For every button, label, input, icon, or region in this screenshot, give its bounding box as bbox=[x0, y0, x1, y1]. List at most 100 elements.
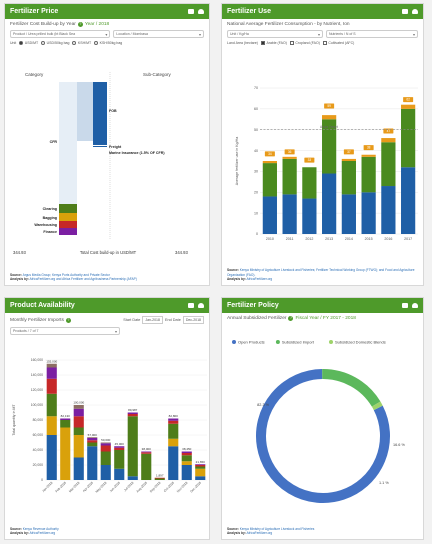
bar-segment-2[interactable] bbox=[114, 450, 125, 469]
bar-segment-1[interactable] bbox=[181, 461, 192, 465]
year-selector[interactable]: Year / 2018 bbox=[84, 22, 110, 27]
camera-icon[interactable] bbox=[402, 303, 408, 308]
land-area-checkbox-option-0[interactable]: Arable (FAO) bbox=[260, 41, 287, 45]
bar-segment-3[interactable] bbox=[181, 453, 192, 456]
bar-segment-1[interactable] bbox=[302, 167, 317, 199]
unit-dropdown[interactable]: Unit / Kg/Ha bbox=[227, 30, 323, 38]
nutrients-dropdown[interactable]: Nutrients / N of S bbox=[325, 30, 418, 38]
bar-segment-5[interactable] bbox=[100, 442, 111, 444]
bar-segment-0[interactable] bbox=[100, 465, 111, 480]
fiscal-year-selector[interactable]: Fiscal Year / FY 2017 - 2018 bbox=[295, 316, 356, 321]
download-icon[interactable] bbox=[412, 303, 418, 308]
bar-segment-0[interactable] bbox=[73, 457, 84, 481]
bar-segment-3[interactable] bbox=[100, 445, 111, 452]
camera-icon[interactable] bbox=[188, 303, 194, 308]
bar-segment-0[interactable] bbox=[341, 194, 356, 234]
donut-slice-0[interactable] bbox=[256, 369, 390, 503]
legend-label-1[interactable]: Subsidized Import bbox=[282, 339, 315, 344]
bar-segment-2[interactable] bbox=[141, 453, 152, 480]
bar-segment-1[interactable] bbox=[322, 119, 337, 174]
bar-segment-0[interactable] bbox=[282, 194, 297, 234]
legend-swatch-0[interactable] bbox=[232, 340, 236, 344]
download-icon[interactable] bbox=[198, 303, 204, 308]
bar-segment-2[interactable] bbox=[195, 466, 206, 469]
bar-segment-3[interactable] bbox=[381, 138, 396, 143]
bar-segment-1[interactable] bbox=[381, 142, 396, 187]
bar-segment-3[interactable] bbox=[361, 154, 376, 157]
bar-segment-3[interactable] bbox=[401, 104, 416, 109]
bar-segment-0[interactable] bbox=[262, 196, 277, 234]
bar-segment-1[interactable] bbox=[46, 416, 57, 435]
unit-radio-option-3[interactable]: KSH/50kg bag bbox=[94, 41, 122, 45]
bar-segment-0[interactable] bbox=[401, 167, 416, 234]
bar-segment-0[interactable] bbox=[181, 465, 192, 480]
bar-segment-3[interactable] bbox=[114, 447, 125, 450]
bar-segment-3[interactable] bbox=[195, 465, 206, 467]
bar-segment-2[interactable] bbox=[100, 451, 111, 466]
bar-segment-3[interactable] bbox=[46, 378, 57, 394]
bar-segment-4[interactable] bbox=[87, 438, 98, 441]
bar-segment-3[interactable] bbox=[73, 416, 84, 428]
bar-segment-1[interactable] bbox=[341, 161, 356, 195]
bar-segment-5[interactable] bbox=[73, 405, 84, 409]
bar-segment-3[interactable] bbox=[262, 161, 277, 164]
bar-segment-2[interactable] bbox=[60, 420, 71, 428]
bar-segment-0[interactable] bbox=[195, 476, 206, 480]
bar-segment-4[interactable] bbox=[100, 443, 111, 446]
bar-segment-0[interactable] bbox=[168, 446, 179, 480]
legend-label-0[interactable]: Open Products bbox=[238, 339, 265, 344]
bar-segment-2[interactable] bbox=[181, 455, 192, 462]
start-date-input[interactable]: Jan-2018 bbox=[142, 316, 163, 324]
bar-segment-0[interactable] bbox=[322, 173, 337, 234]
bar-segment-1[interactable] bbox=[60, 427, 71, 481]
bar-segment-0[interactable] bbox=[361, 192, 376, 234]
bar-segment-3[interactable] bbox=[127, 414, 138, 417]
legend-swatch-1[interactable] bbox=[275, 340, 280, 344]
bar-segment-4[interactable] bbox=[73, 408, 84, 417]
land-area-checkbox-option-1[interactable]: Cropland (FAO) bbox=[289, 41, 320, 45]
bar-segment-5[interactable] bbox=[46, 363, 57, 368]
bar-segment-1[interactable] bbox=[73, 435, 84, 458]
product-dropdown[interactable]: Product / Urea prilled bulk (bt Black Se… bbox=[10, 30, 111, 38]
bar-segment-3[interactable] bbox=[87, 440, 98, 443]
bar-segment-1[interactable] bbox=[401, 108, 416, 168]
land-area-checkbox-option-2[interactable]: Cultivated (AFC) bbox=[322, 41, 354, 45]
bar-segment-0[interactable] bbox=[302, 198, 317, 234]
location-dropdown[interactable]: Location / Mombasa bbox=[113, 30, 204, 38]
bar-segment-5[interactable] bbox=[87, 437, 98, 438]
camera-icon[interactable] bbox=[402, 9, 408, 14]
bar-segment-3[interactable] bbox=[322, 115, 337, 120]
bar-segment-2[interactable] bbox=[73, 427, 84, 436]
bar-segment-0[interactable] bbox=[114, 468, 125, 480]
bar-segment-1[interactable] bbox=[195, 468, 206, 477]
unit-radio-option-1[interactable]: USD/50kg bag bbox=[41, 41, 69, 45]
bar-segment-2[interactable] bbox=[168, 423, 179, 439]
bar-segment-2[interactable] bbox=[127, 416, 138, 477]
bar-segment-3[interactable] bbox=[341, 158, 356, 161]
bar-segment-0[interactable] bbox=[87, 446, 98, 480]
end-date-input[interactable]: Dec-2018 bbox=[182, 316, 204, 324]
bar-segment-4[interactable] bbox=[168, 418, 179, 421]
bar-segment-1[interactable] bbox=[168, 438, 179, 447]
bar-segment-3[interactable] bbox=[141, 452, 152, 454]
bar-segment-0[interactable] bbox=[381, 186, 396, 234]
bar-segment-2[interactable] bbox=[154, 478, 165, 481]
legend-label-2[interactable]: Subsidized Domestic Blends bbox=[335, 339, 386, 344]
bar-segment-1[interactable] bbox=[361, 156, 376, 193]
products-dropdown[interactable]: Products / 7 of 7 bbox=[10, 327, 120, 335]
download-icon[interactable] bbox=[412, 9, 418, 14]
bar-segment-1[interactable] bbox=[262, 163, 277, 197]
donut-slice-2[interactable] bbox=[371, 401, 383, 411]
unit-radio-option-2[interactable]: KSH/MT bbox=[72, 41, 91, 45]
donut-slice-1[interactable] bbox=[322, 369, 381, 407]
bar-segment-4[interactable] bbox=[181, 451, 192, 454]
camera-icon[interactable] bbox=[188, 9, 194, 14]
bar-segment-3[interactable] bbox=[282, 156, 297, 159]
download-icon[interactable] bbox=[198, 9, 204, 14]
bar-segment-1[interactable] bbox=[282, 158, 297, 195]
bar-segment-4[interactable] bbox=[127, 412, 138, 415]
bar-segment-4[interactable] bbox=[46, 367, 57, 379]
bar-segment-4[interactable] bbox=[114, 446, 125, 448]
bar-segment-2[interactable] bbox=[46, 393, 57, 417]
help-icon[interactable]: ? bbox=[65, 317, 71, 323]
